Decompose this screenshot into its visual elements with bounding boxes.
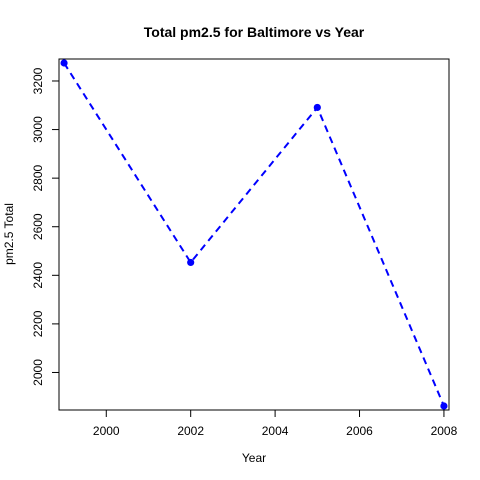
y-tick-label: 2600 bbox=[31, 213, 45, 240]
y-tick-label: 3200 bbox=[31, 67, 45, 94]
y-tick-label: 2400 bbox=[31, 262, 45, 289]
data-point bbox=[313, 103, 321, 112]
y-tick-label: 2800 bbox=[31, 164, 45, 191]
data-point bbox=[440, 402, 448, 410]
chart-title: Total pm2.5 for Baltimore vs Year bbox=[144, 24, 365, 40]
x-tick-label: 2004 bbox=[262, 424, 289, 438]
data-point bbox=[187, 258, 195, 267]
y-axis-label: pm2.5 Total bbox=[2, 203, 16, 265]
x-tick-label: 2008 bbox=[431, 424, 458, 438]
data-point bbox=[60, 59, 68, 67]
x-tick-label: 2002 bbox=[177, 424, 204, 438]
y-tick-label: 2200 bbox=[31, 310, 45, 337]
series-group bbox=[60, 59, 448, 410]
series-line bbox=[63, 62, 445, 407]
y-tick-label: 3000 bbox=[31, 116, 45, 143]
x-axis: 2000 2002 2004 2006 2008 bbox=[93, 409, 458, 438]
x-tick-label: 2000 bbox=[93, 424, 120, 438]
y-tick-label: 2000 bbox=[31, 359, 45, 386]
x-tick-label: 2006 bbox=[346, 424, 373, 438]
plot-frame bbox=[58, 58, 450, 411]
y-axis: 2000 2200 2400 2600 2800 3000 3200 bbox=[31, 67, 60, 386]
x-axis-label: Year bbox=[242, 451, 266, 465]
